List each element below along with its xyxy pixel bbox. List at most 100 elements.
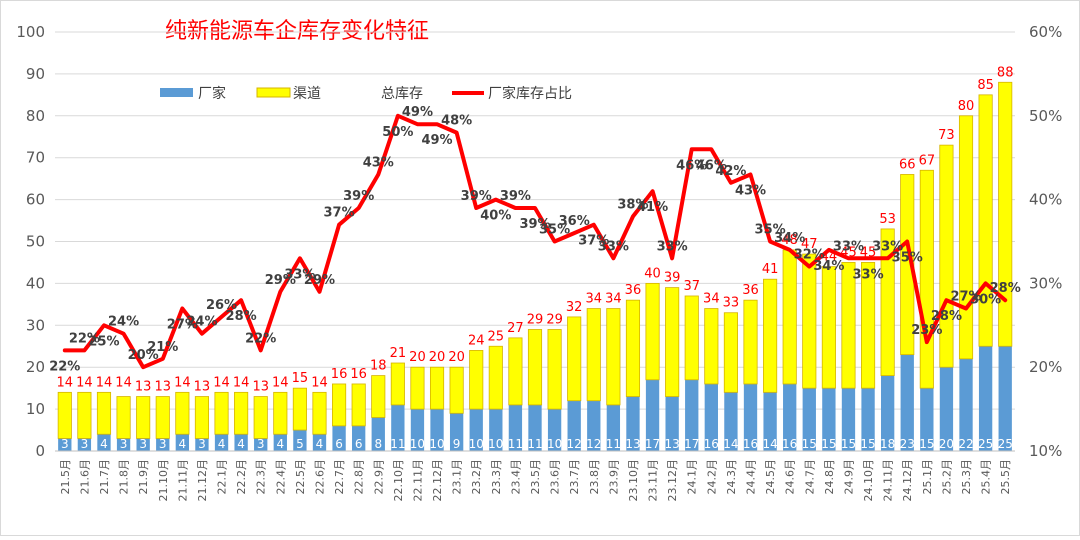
ratio-value-label: 26%	[206, 298, 237, 313]
channel-bar	[371, 375, 386, 418]
x-tick-label: 23.4月	[509, 459, 522, 495]
y-left-tick-label: 100	[16, 23, 45, 41]
factory-bar	[978, 346, 993, 451]
ratio-value-label: 33%	[852, 267, 883, 282]
y-left-tick-label: 70	[26, 149, 45, 167]
x-tick-label: 24.7月	[803, 459, 816, 495]
ratio-value-label: 43%	[363, 155, 394, 170]
ratio-value-label: 39%	[343, 189, 374, 204]
factory-bar	[900, 354, 914, 451]
factory-value-label: 14	[762, 437, 777, 451]
factory-bar	[449, 413, 464, 451]
ratio-line	[62, 113, 1008, 370]
channel-bar	[821, 266, 836, 389]
channel-bar	[214, 391, 229, 435]
channel-bar	[900, 174, 915, 356]
factory-bar	[97, 434, 111, 451]
factory-bar	[371, 417, 385, 451]
factory-bar	[136, 438, 150, 451]
channel-bar	[175, 391, 190, 435]
x-tick-label: 22.3月	[255, 459, 268, 495]
total-value-label: 29	[527, 312, 544, 327]
x-tick-label: 22.2月	[235, 459, 248, 495]
total-value-label: 15	[292, 371, 309, 386]
total-value-label: 25	[488, 329, 505, 344]
factory-value-label: 4	[218, 437, 226, 451]
channel-bar	[743, 299, 758, 385]
factory-bar	[939, 367, 954, 451]
ratio-value-label: 28%	[931, 309, 962, 324]
channel-bar	[292, 387, 307, 431]
factory-value-label: 15	[860, 437, 875, 451]
factory-value-label: 3	[81, 437, 89, 451]
channel-bar	[606, 308, 621, 406]
factory-value-label: 10	[469, 437, 484, 451]
factory-value-label: 10	[547, 437, 562, 451]
ratio-value-label: 29%	[304, 273, 335, 288]
channel-bar	[782, 249, 797, 385]
factory-value-label: 10	[488, 437, 503, 451]
x-tick-label: 24.6月	[784, 459, 797, 495]
ratio-value-label: 35%	[892, 251, 923, 266]
x-tick-label: 24.2月	[705, 459, 718, 495]
y-right-tick-label: 50%	[1029, 107, 1062, 125]
x-tick-label: 23.6月	[549, 459, 562, 495]
factory-bar	[547, 409, 562, 451]
ratio-value-label: 27%	[167, 318, 198, 333]
factory-value-label: 4	[100, 437, 108, 451]
ratio-value-label: 41%	[637, 200, 668, 215]
factory-value-label: 3	[139, 437, 147, 451]
factory-bar	[469, 409, 483, 451]
total-value-label: 14	[96, 375, 113, 390]
total-value-label: 18	[370, 359, 387, 374]
x-tick-label: 22.12月	[431, 459, 444, 502]
x-tick-label: 21.6月	[78, 459, 91, 495]
channel-bar	[802, 253, 817, 389]
ratio-value-label: 50%	[382, 125, 413, 140]
label-group: 3143144143143133134143134144143134145154…	[49, 65, 1021, 451]
total-value-label: 24	[468, 333, 485, 348]
factory-bar	[293, 430, 307, 451]
x-tick-label: 24.12月	[901, 459, 914, 502]
ratio-value-label: 25%	[88, 334, 119, 349]
ratio-value-label: 20%	[128, 348, 159, 363]
factory-bar	[959, 358, 973, 451]
factory-bar	[391, 404, 405, 451]
channel-bar	[429, 366, 445, 410]
factory-bar	[880, 375, 895, 451]
factory-bar	[58, 438, 72, 451]
channel-bar	[684, 295, 699, 381]
legend-factory-swatch	[160, 88, 193, 97]
channel-bar	[77, 391, 92, 439]
channel-bar	[665, 287, 680, 397]
x-tick-label: 24.8月	[823, 459, 836, 495]
total-value-label: 16	[350, 367, 367, 382]
factory-bar	[724, 392, 738, 451]
factory-bar	[920, 388, 934, 451]
y-left-tick-label: 10	[26, 400, 45, 418]
x-tick-label: 21.8月	[118, 459, 131, 495]
x-tick-label: 24.1月	[686, 459, 699, 495]
x-tick-label: 21.11月	[176, 459, 189, 502]
channel-bar	[116, 396, 131, 439]
ratio-value-label: 39%	[500, 189, 531, 204]
channel-bar	[704, 308, 719, 385]
factory-bar	[802, 388, 816, 451]
total-value-label: 14	[174, 375, 191, 390]
x-tick-label: 24.11月	[882, 459, 895, 502]
ratio-value-label: 33%	[872, 239, 903, 254]
y-left-tick-label: 20	[26, 358, 45, 376]
factory-bar	[332, 425, 346, 451]
factory-value-label: 3	[257, 437, 265, 451]
factory-value-label: 18	[880, 437, 895, 451]
x-tick-label: 23.10月	[627, 459, 640, 502]
factory-bar	[606, 404, 621, 451]
channel-bar	[332, 383, 347, 427]
channel-bar	[586, 308, 601, 402]
x-tick-label: 23.2月	[470, 459, 483, 495]
channel-bar	[841, 262, 856, 389]
factory-bar	[822, 388, 836, 451]
y-left-tick-label: 0	[35, 442, 45, 460]
